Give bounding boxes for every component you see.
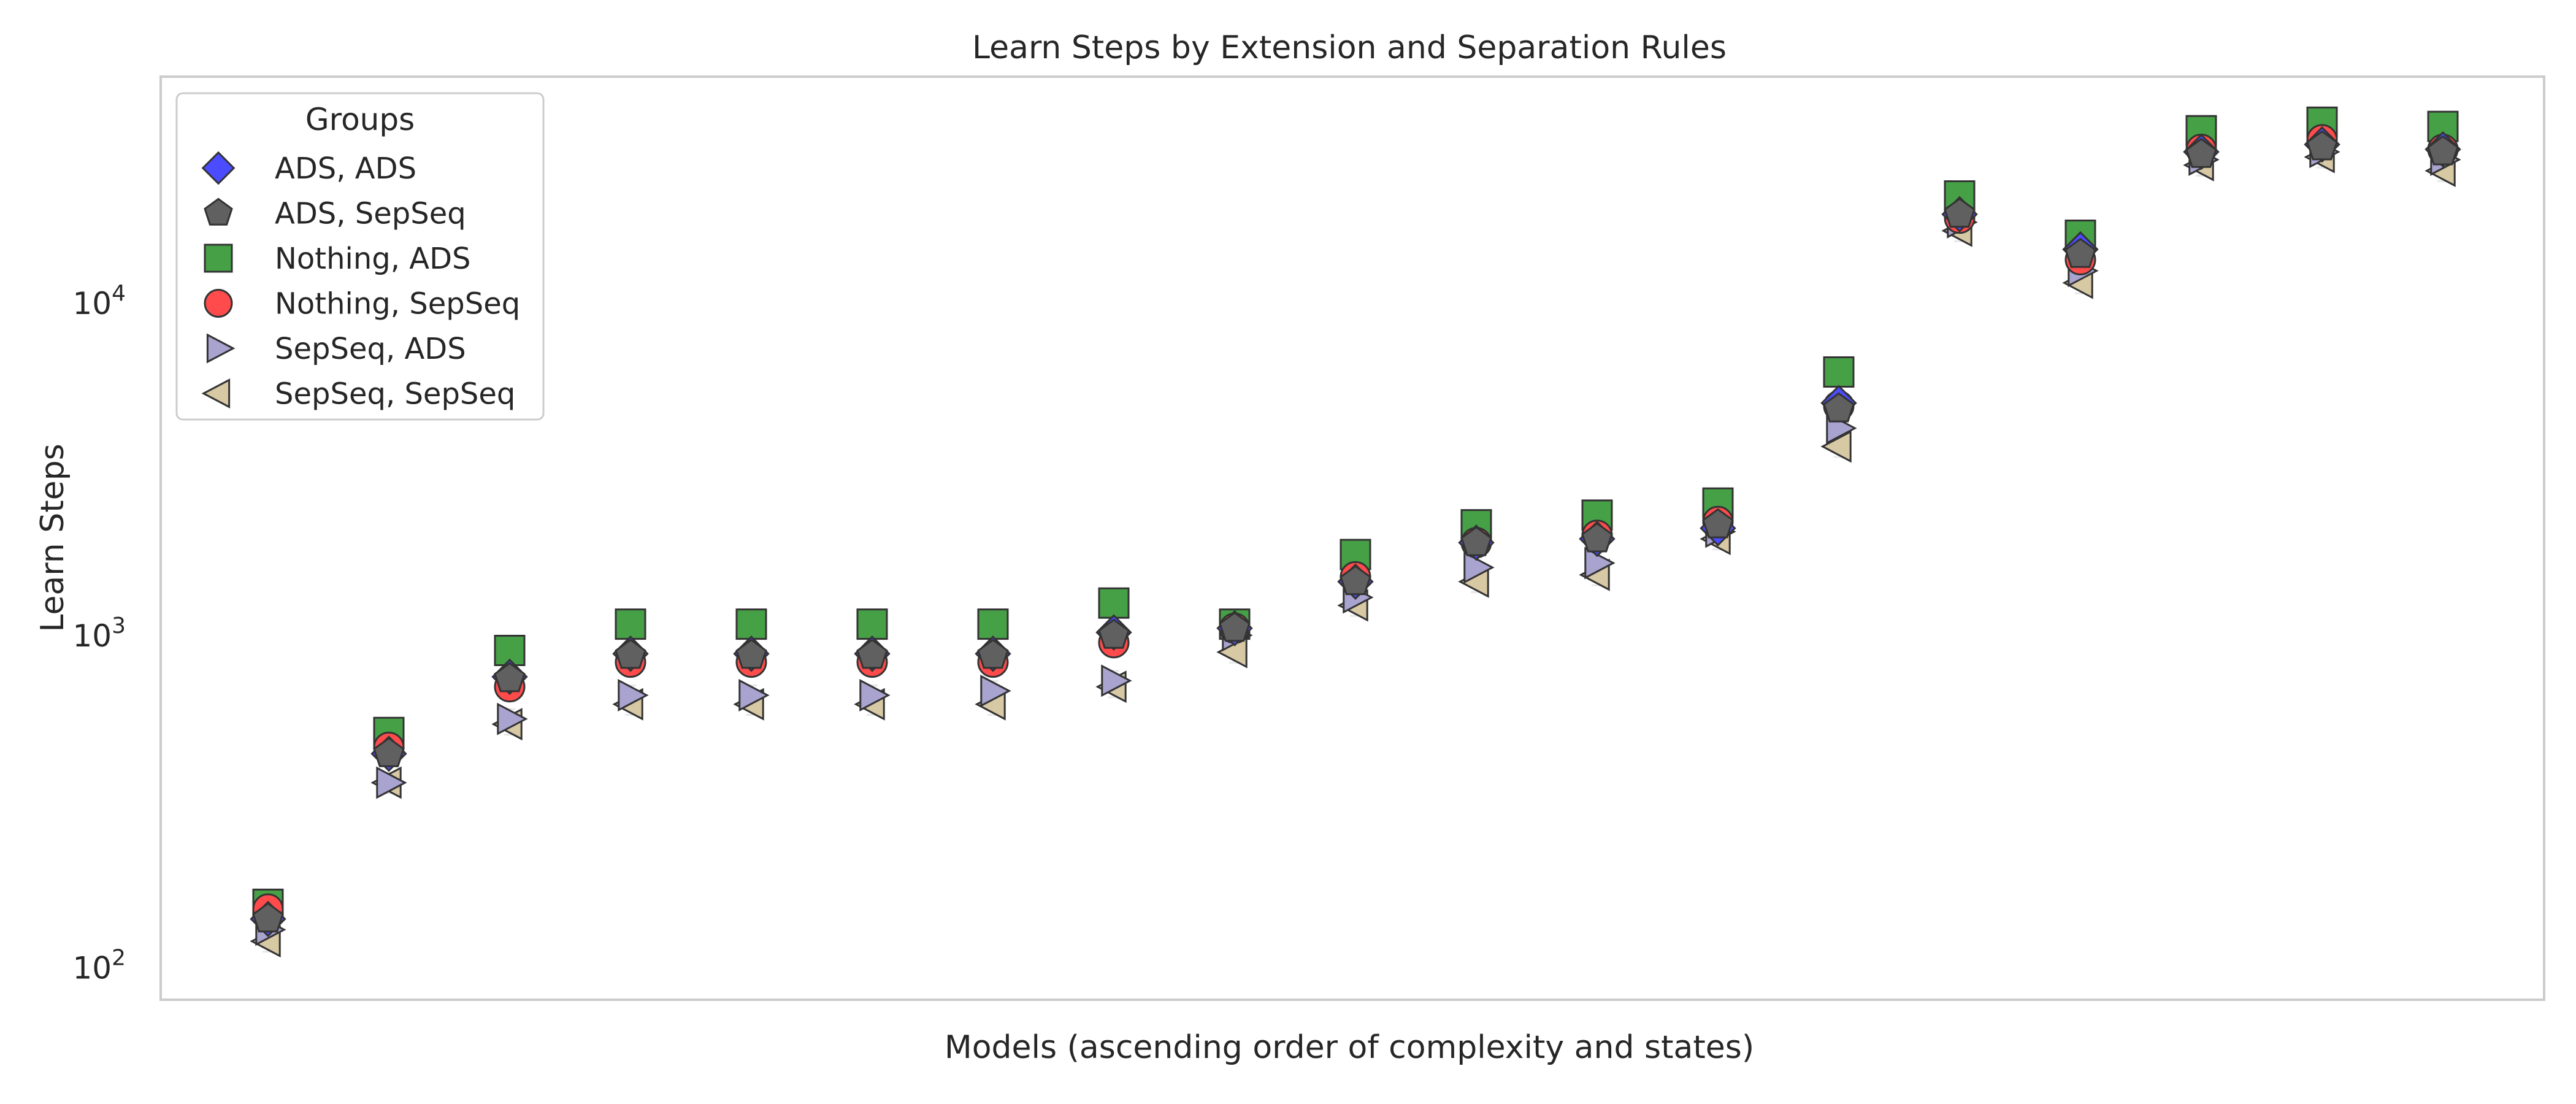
data-point: [1944, 197, 1976, 228]
y-axis-ticks: 102 103 104: [72, 281, 126, 986]
legend-label: ADS, SepSeq: [275, 197, 466, 231]
data-point: [2064, 237, 2096, 268]
data-point: [856, 638, 888, 669]
data-point: [1820, 430, 1852, 463]
data-point: [1219, 611, 1251, 642]
legend-label: ADS, ADS: [275, 151, 416, 186]
data-point: [859, 679, 891, 712]
data-point: [615, 638, 646, 669]
chart-title: Learn Steps by Extension and Separation …: [972, 29, 1727, 66]
data-point: [738, 679, 770, 712]
data-point: [615, 608, 646, 640]
data-point: [1581, 522, 1613, 553]
data-point: [1702, 508, 1734, 539]
y-tick-label: 103: [72, 613, 126, 654]
data-point: [1823, 356, 1855, 388]
data-point: [1460, 526, 1492, 556]
data-point: [735, 608, 767, 640]
data-point: [1340, 539, 1371, 570]
data-point: [373, 737, 405, 767]
legend-label: Nothing, SepSeq: [275, 287, 520, 321]
data-point: [2427, 110, 2459, 142]
y-axis-label: Learn Steps: [34, 443, 71, 632]
data-point: [980, 675, 1011, 707]
y-tick-label: 104: [72, 281, 126, 321]
data-point: [2427, 135, 2459, 166]
legend-marker: [206, 333, 236, 364]
data-markers: [250, 106, 2461, 958]
legend-items: ADS, ADS ADS, SepSeq Nothing, ADS Nothing, …: [201, 151, 520, 412]
legend-marker: [201, 151, 236, 185]
plot-frame: [159, 75, 2545, 1001]
data-point: [977, 608, 1009, 640]
data-point: [735, 638, 767, 669]
legend-label: SepSeq, SepSeq: [275, 377, 515, 412]
data-point: [1098, 587, 1130, 619]
data-point: [618, 679, 649, 712]
data-point: [494, 635, 526, 667]
data-point: [977, 638, 1009, 669]
y-tick-label: 102: [72, 946, 126, 986]
legend-marker: [204, 243, 233, 273]
data-point: [1340, 565, 1371, 596]
data-point: [856, 608, 888, 640]
legend-marker: [201, 378, 231, 408]
legend: Groups ADS, ADS ADS, SepSeq Nothing, ADS No…: [175, 92, 545, 421]
data-point: [1823, 392, 1855, 423]
legend-marker: [204, 197, 233, 226]
legend-title: Groups: [305, 102, 415, 137]
legend-marker: [204, 289, 233, 318]
data-point: [1098, 618, 1130, 649]
x-axis-label: Models (ascending order of complexity an…: [945, 1029, 1754, 1066]
data-point: [2185, 137, 2217, 168]
data-point: [252, 902, 284, 933]
legend-box: [175, 92, 545, 421]
data-point: [1463, 551, 1495, 584]
legend-label: Nothing, ADS: [275, 242, 471, 276]
legend-label: SepSeq, ADS: [275, 332, 466, 366]
data-point: [376, 766, 407, 799]
data-point: [1584, 546, 1616, 580]
data-point: [1101, 664, 1132, 697]
data-point: [497, 702, 528, 735]
data-point: [2306, 130, 2338, 161]
data-point: [494, 662, 526, 692]
